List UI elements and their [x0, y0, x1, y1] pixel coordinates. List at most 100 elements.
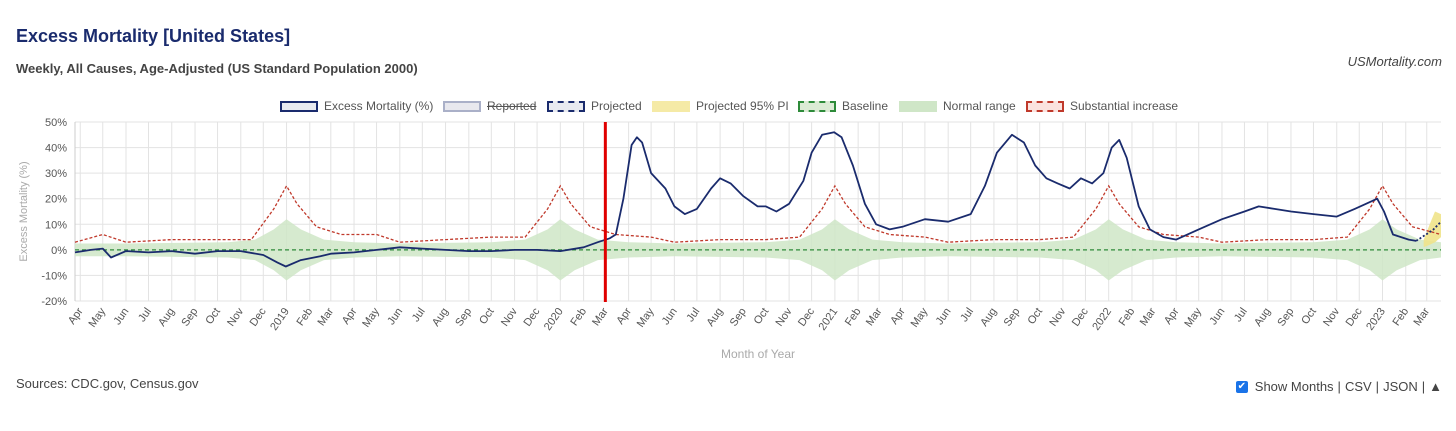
y-tick-label: 50%	[45, 117, 67, 129]
legend-item-substantial[interactable]: Substantial increase	[1026, 96, 1178, 116]
x-tick-label: Jun	[660, 306, 680, 327]
x-tick-label: Oct	[1025, 306, 1045, 327]
legend-swatch-excess	[280, 100, 318, 112]
x-tick-label: Aug	[978, 306, 999, 329]
x-tick-label: Nov	[1047, 305, 1068, 328]
x-tick-label: May	[909, 305, 931, 329]
show-months-label[interactable]: Show Months	[1254, 379, 1334, 394]
x-tick-label: Dec	[1070, 305, 1091, 328]
legend-swatch-projected	[547, 100, 585, 112]
legend-label-reported: Reported	[487, 99, 537, 113]
x-tick-label: Mar	[590, 306, 611, 329]
x-tick-label: Jul	[136, 306, 154, 324]
legend-swatch-normal	[899, 100, 937, 112]
y-tick-label: 10%	[45, 219, 67, 231]
x-tick-label: Sep	[179, 306, 200, 329]
x-tick-label: Feb	[568, 306, 589, 328]
excess-mortality-chart: 50%40%30%20%10%0%-10%-20%Apr May Jun Jul Aug…	[18, 117, 1442, 361]
legend-label-excess: Excess Mortality (%)	[324, 99, 434, 113]
x-tick-label: Apr	[340, 306, 360, 327]
x-tick-label: Aug	[156, 306, 177, 329]
legend-swatch-substantial	[1026, 100, 1064, 112]
x-tick-label: Jul	[684, 306, 702, 324]
x-tick-label: Nov	[499, 305, 520, 328]
y-tick-label: 20%	[45, 194, 67, 206]
legend-label-baseline: Baseline	[842, 99, 889, 113]
scroll-top-icon[interactable]: ▲	[1429, 379, 1442, 394]
x-tick-label: Nov	[1321, 305, 1342, 328]
legend-item-excess[interactable]: Excess Mortality (%)	[280, 96, 433, 116]
projected-line	[1415, 221, 1442, 242]
x-tick-label: Feb	[1390, 306, 1411, 328]
legend-label-pi: Projected 95% PI	[696, 99, 789, 113]
x-tick-label: Jun	[934, 306, 954, 327]
json-link[interactable]: JSON	[1383, 379, 1418, 394]
legend-item-normal[interactable]: Normal range	[899, 96, 1016, 116]
y-tick-label: -20%	[41, 296, 67, 308]
x-tick-label: Mar	[1412, 306, 1433, 329]
x-tick-label: Feb	[843, 306, 864, 328]
legend-swatch-pi	[652, 100, 690, 112]
x-tick-label: Nov	[225, 305, 246, 328]
chart-legend: Excess Mortality (%) Reported Projected …	[0, 96, 1456, 116]
x-tick-label: Apr	[66, 306, 86, 327]
legend-item-baseline[interactable]: Baseline	[798, 96, 888, 116]
y-tick-label: 40%	[45, 143, 67, 155]
x-tick-label: Aug	[430, 306, 451, 329]
projected-pi-band	[1423, 211, 1441, 248]
sources-text: Sources: CDC.gov, Census.gov	[16, 376, 199, 391]
x-tick-label: May	[1182, 305, 1204, 329]
chart-subtitle: Weekly, All Causes, Age-Adjusted (US Sta…	[16, 61, 418, 76]
show-months-checkbox[interactable]: ✔	[1235, 380, 1248, 393]
x-tick-label: Mar	[864, 306, 885, 329]
x-tick-label: May	[635, 305, 657, 329]
x-tick-label: 2019	[268, 306, 292, 333]
brand-label: USMortality.com	[1347, 54, 1442, 69]
x-tick-label: Sep	[453, 306, 474, 329]
x-tick-label: Oct	[752, 306, 772, 327]
x-tick-label: Oct	[1299, 306, 1319, 327]
x-tick-label: Feb	[1117, 306, 1138, 328]
x-tick-label: Aug	[1252, 306, 1273, 329]
x-tick-label: 2022	[1090, 306, 1114, 333]
x-tick-label: Sep	[1002, 306, 1023, 329]
legend-item-pi[interactable]: Projected 95% PI	[652, 96, 789, 116]
csv-link[interactable]: CSV	[1344, 379, 1372, 394]
x-tick-label: Apr	[1162, 306, 1182, 327]
x-tick-label: Jun	[385, 306, 405, 327]
x-tick-label: Apr	[614, 306, 634, 327]
x-tick-label: Dec	[248, 305, 269, 328]
x-tick-label: 2020	[542, 306, 566, 333]
x-tick-label: Jul	[410, 306, 428, 324]
x-tick-label: Nov	[774, 305, 795, 328]
x-tick-label: Jun	[111, 306, 131, 327]
legend-label-projected: Projected	[591, 99, 642, 113]
x-tick-label: Aug	[705, 306, 726, 329]
x-tick-label: Sep	[728, 306, 749, 329]
footer-separator: |	[1337, 379, 1341, 394]
y-axis-title: Excess Mortality (%)	[18, 161, 30, 261]
legend-label-normal: Normal range	[943, 99, 1016, 113]
x-tick-label: Jun	[1207, 306, 1227, 327]
x-tick-label: Sep	[1275, 306, 1296, 329]
x-axis-title: Month of Year	[721, 347, 795, 361]
chart-title: Excess Mortality [United States]	[16, 26, 291, 46]
x-tick-label: 2023	[1364, 306, 1388, 333]
chart-footer-controls: ✔ Show Months | CSV | JSON | ▲	[1235, 379, 1442, 394]
footer-separator: |	[1375, 379, 1380, 394]
legend-swatch-reported	[443, 100, 481, 112]
y-tick-label: 30%	[45, 168, 67, 180]
x-tick-label: Feb	[295, 306, 316, 328]
x-tick-label: 2021	[816, 306, 840, 333]
legend-swatch-baseline	[798, 100, 836, 112]
x-tick-label: Mar	[1138, 306, 1159, 329]
legend-item-projected[interactable]: Projected	[547, 96, 642, 116]
legend-label-substantial: Substantial increase	[1070, 99, 1179, 113]
x-tick-label: May	[86, 305, 108, 329]
y-tick-label: -10%	[41, 270, 67, 282]
footer-separator: |	[1421, 379, 1426, 394]
excess-mortality-line	[74, 131, 1417, 268]
x-tick-label: Oct	[477, 306, 497, 327]
x-tick-label: Jul	[1232, 306, 1250, 324]
legend-item-reported[interactable]: Reported	[443, 96, 536, 116]
